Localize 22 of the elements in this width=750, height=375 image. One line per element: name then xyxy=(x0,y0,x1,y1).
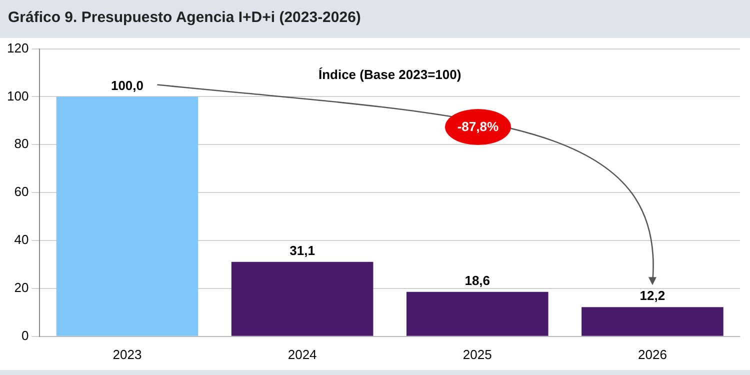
x-tick-label: 2025 xyxy=(462,346,492,362)
y-tick-label: 60 xyxy=(14,184,29,200)
bar xyxy=(582,307,724,336)
y-tick-label: 40 xyxy=(14,232,29,248)
y-tick-label: 20 xyxy=(14,280,29,296)
x-tick-label: 2026 xyxy=(638,346,667,362)
y-tick-label: 100 xyxy=(6,88,29,104)
y-tick-label: 0 xyxy=(21,328,29,343)
bar xyxy=(406,292,548,336)
y-tick-label: 120 xyxy=(6,40,29,56)
data-label: 31,1 xyxy=(290,242,315,258)
annotation: -87,8% xyxy=(444,108,511,145)
data-label: 100,0 xyxy=(110,78,144,93)
y-tick-label: 80 xyxy=(14,136,29,152)
x-tick-label: 2023 xyxy=(112,346,142,362)
data-label: 18,6 xyxy=(464,272,490,288)
chart-title: Gráfico 9. Presupuesto Agencia I+D+i (2023-2026) xyxy=(7,8,362,28)
bar xyxy=(231,262,374,336)
bar xyxy=(56,96,198,336)
annotation: Índice (Base 2023=100) xyxy=(317,66,462,82)
x-tick-label: 2024 xyxy=(288,346,317,362)
data-label: 12,2 xyxy=(640,288,666,304)
